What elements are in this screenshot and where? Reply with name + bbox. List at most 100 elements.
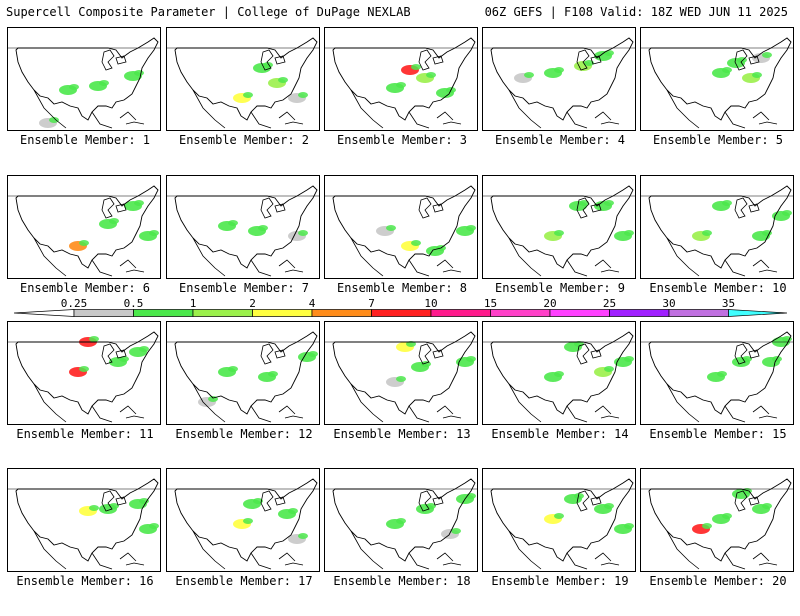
mexico-coastline [33,237,137,277]
scp-contour [109,218,119,224]
scp-contour [554,513,564,519]
great-lakes [101,197,127,219]
us-map [325,478,477,570]
page-header: Supercell Composite Parameter | College … [0,0,800,22]
scp-contour [702,523,712,529]
member-label: Ensemble Member: 4 [494,133,626,147]
member-label: Ensemble Member: 2 [178,133,310,147]
us-map [483,478,635,570]
scp-contour [554,67,564,73]
scp-contour [308,351,318,357]
colorbar-lower-arrow [14,309,75,317]
us-coastline [332,478,476,562]
scp-contour [396,82,406,88]
colorbar-segment [311,309,372,317]
ensemble-map [482,27,636,131]
us-map [641,37,793,129]
scp-contour [722,200,732,206]
scp-contour [762,52,772,58]
cuba-coastline [600,415,620,419]
ensemble-map [7,27,161,131]
great-lakes [418,197,444,219]
scp-contour [228,220,238,226]
scp-contour [584,60,594,66]
ensemble-map [7,175,161,279]
mexico-coastline [508,89,612,129]
colorbar-segment [371,309,432,317]
colorbar-tick-label: 0.5 [123,297,144,310]
colorbar-tick-label: 2 [249,297,256,310]
cuba-coastline [442,121,462,125]
ensemble-panel: Ensemble Member: 15 [638,321,798,469]
great-lakes [418,49,444,71]
us-coastline [648,185,792,269]
member-label: Ensemble Member: 17 [175,574,313,588]
scp-contour [742,356,752,362]
cuba-coastline [284,562,304,566]
scp-contour [722,513,732,519]
scp-contour [624,523,634,529]
member-label: Ensemble Member: 16 [16,574,154,588]
mexico-coastline [508,237,612,277]
mexico-coastline [192,89,296,129]
cuba-coastline [284,121,304,125]
colorbar-tick-label: 10 [424,297,438,310]
colorbar-segment [192,309,253,317]
us-coastline [332,331,476,415]
member-label: Ensemble Member: 19 [491,574,629,588]
great-lakes [734,49,760,71]
member-label: Ensemble Member: 1 [19,133,151,147]
colorbar-segment [133,309,194,317]
us-map [8,478,160,570]
colorbar-tick-label: 35 [721,297,736,310]
ensemble-map [324,468,478,572]
mexico-coastline [33,383,137,423]
ensemble-panel: Ensemble Member: 9 [480,175,640,323]
scp-contour [89,336,99,342]
mexico-coastline [666,237,770,277]
great-lakes [734,343,760,365]
scp-contour [466,225,476,231]
scp-contour [228,366,238,372]
mexico-coastline [350,89,454,129]
great-lakes [260,197,286,219]
mexico-coastline [350,237,454,277]
us-map [8,185,160,277]
us-coastline [648,37,792,121]
member-label: Ensemble Member: 20 [649,574,787,588]
scp-contour [421,361,431,367]
scp-contour [268,371,278,377]
mexico-coastline [192,383,296,423]
great-lakes [576,490,602,512]
ensemble-panel: Ensemble Member: 3 [322,27,482,175]
great-lakes [734,197,760,219]
great-lakes [260,343,286,365]
colorbar-segment [490,309,551,317]
scp-contour [69,84,79,90]
scp-contour [243,518,253,524]
member-label: Ensemble Member: 13 [333,427,471,441]
colorbar-tick-label: 20 [543,297,557,310]
us-map [325,37,477,129]
cuba-coastline [125,121,145,125]
cuba-coastline [758,121,778,125]
scp-contour [79,240,89,246]
ensemble-panel: Ensemble Member: 14 [480,321,640,469]
scp-contour [466,356,476,362]
scp-contour [134,70,144,76]
color-legend: 0.25 0.5 1 2 4 7 10 15 20 25 30 35 [14,297,788,319]
us-map [167,185,319,277]
scp-contour [139,346,149,352]
us-map [483,185,635,277]
ensemble-panel: Ensemble Member: 11 [5,321,165,469]
scp-contour [253,498,263,504]
ensemble-panel: Ensemble Member: 10 [638,175,798,323]
cuba-coastline [758,562,778,566]
great-lakes [260,490,286,512]
scp-contour [79,366,89,372]
colorbar-segment [609,309,670,317]
colorbar-tick-label: 0.25 [60,297,88,310]
scp-contour [139,498,149,504]
scp-contour [396,518,406,524]
scp-contour [426,72,436,78]
